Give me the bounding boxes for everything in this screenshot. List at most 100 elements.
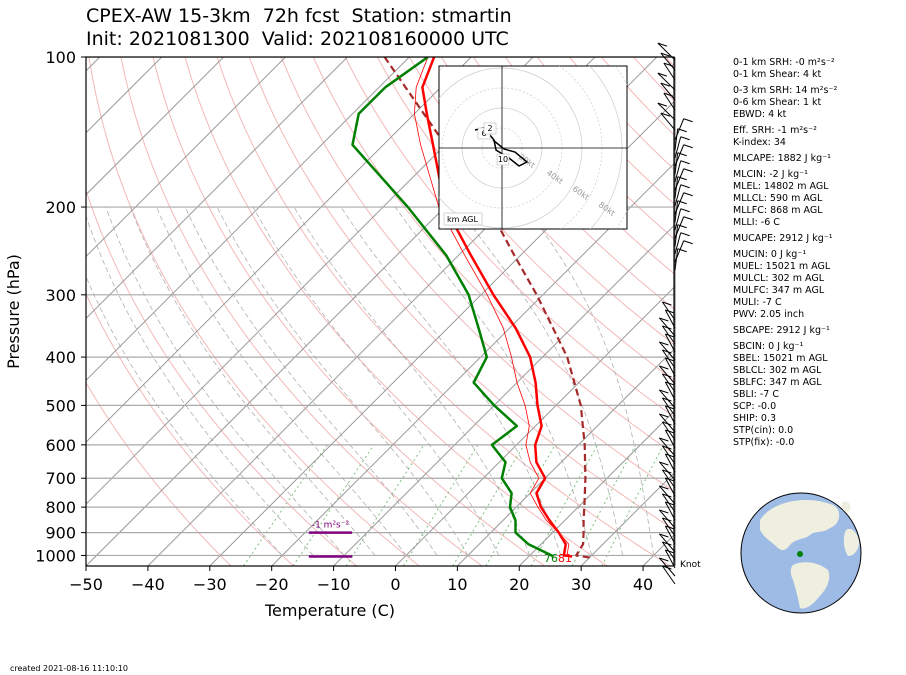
plot-area: -1 m²s⁻² 76 81 <box>86 57 674 566</box>
parameter-item: SHIP: 0.3 <box>733 413 777 424</box>
dry-adiabat <box>472 57 674 275</box>
wind-barb-flag <box>660 82 671 87</box>
dry-adiabat <box>86 381 232 566</box>
parameter-item: EBWD: 4 kt <box>733 109 787 120</box>
wind-barb <box>660 82 676 101</box>
moist-adiabat <box>184 206 438 556</box>
wind-barb-flag <box>683 192 693 197</box>
wind-barb-flag <box>657 72 668 77</box>
parameter-item: SCP: -0.0 <box>733 401 777 412</box>
y-tick-label: 300 <box>45 286 76 305</box>
parameter-item: MULI: -7 C <box>733 297 782 308</box>
y-axis-label: Pressure (hPa) <box>4 254 23 369</box>
wind-barb-flag <box>662 325 672 330</box>
wind-barb <box>660 52 676 71</box>
moist-adiabat <box>216 206 469 556</box>
chart-title-line1: CPEX-AW 15-3km 72h fcst Station: stmarti… <box>86 5 512 27</box>
wind-barb-flag <box>665 549 675 554</box>
isotherm <box>518 410 674 566</box>
wind-barb-flag <box>680 184 690 189</box>
hodograph-footer-box <box>443 212 483 226</box>
wind-barb-flag <box>677 224 687 229</box>
parameter-item: MLCIN: -2 J kg⁻¹ <box>733 169 808 180</box>
surface-dewpoint-label: 76 <box>544 552 558 565</box>
wind-barb <box>659 461 676 481</box>
wind-barb-flag <box>659 533 669 538</box>
parameter-item: SBLFC: 347 m AGL <box>733 377 822 388</box>
parameter-item: 0-3 km SRH: 14 m²s⁻² <box>733 85 838 96</box>
wind-barb <box>659 341 676 361</box>
created-timestamp: created 2021-08-16 11:10:10 <box>10 664 128 673</box>
wind-barb <box>674 152 679 175</box>
hodograph-frame <box>438 65 628 230</box>
parameter-item: STP(cin): 0.0 <box>733 425 794 436</box>
wind-barb-flag <box>680 208 690 213</box>
dry-adiabat <box>152 57 546 566</box>
parameter-list: 0-1 km SRH: -0 m²s⁻² 0-1 km Shear: 4 kt 0-… <box>733 57 837 449</box>
parameter-item: 0-1 km Shear: 4 kt <box>733 69 822 80</box>
wind-barb-flag <box>665 501 675 506</box>
wind-barb <box>674 232 682 255</box>
wind-barb <box>664 333 676 353</box>
dry-adiabat <box>408 57 674 346</box>
x-tick-label: 10 <box>447 575 467 594</box>
wind-barb <box>657 72 676 91</box>
isotherm <box>271 162 674 566</box>
x-tick-label: 40 <box>633 575 653 594</box>
wind-barb-flag <box>680 136 690 141</box>
wind-barb-flag <box>657 42 668 47</box>
moist-adiabat <box>86 214 314 556</box>
dry-adiabat <box>344 57 674 418</box>
wind-barbs <box>657 42 693 585</box>
wind-barb <box>674 184 682 207</box>
wind-barb <box>663 62 676 81</box>
parameter-item: SBLI: -7 C <box>733 389 779 400</box>
wind-barb <box>674 208 682 231</box>
parameter-item: 0-1 km SRH: -0 m²s⁻² <box>733 57 835 68</box>
x-tick-label: −50 <box>69 575 103 594</box>
wind-barb-flag <box>665 477 675 482</box>
parameter-item: K-index: 34 <box>733 137 786 148</box>
wind-barb-flag <box>665 357 675 362</box>
wind-barb-flag <box>660 52 671 57</box>
wind-barb-flag <box>659 413 669 418</box>
wind-barb-flag <box>657 102 668 107</box>
wind-barb-flag <box>662 373 672 378</box>
wind-barb-flag <box>662 421 672 426</box>
wind-barb-flag <box>659 341 669 346</box>
x-tick-label: −20 <box>255 575 289 594</box>
wind-barb-flag <box>665 333 675 338</box>
wind-barb <box>674 224 679 247</box>
globe-south-america <box>790 562 830 609</box>
x-tick-label: 20 <box>509 575 529 594</box>
wind-barb <box>657 102 676 121</box>
wind-barb-flag <box>662 541 672 546</box>
wind-barb <box>674 200 679 223</box>
wind-barb-flag <box>662 469 672 474</box>
wind-barb-flag <box>663 62 674 67</box>
wind-barb-flag <box>662 301 672 306</box>
wind-barb <box>674 248 679 271</box>
globe-africa <box>843 528 859 556</box>
wind-barb-flag <box>683 216 693 221</box>
wind-barb-flag <box>677 176 687 181</box>
wind-barb <box>659 317 676 337</box>
x-tick-label: −30 <box>193 575 227 594</box>
wind-barb <box>674 136 682 159</box>
wind-barb <box>659 365 676 385</box>
wind-barb-flag <box>662 493 672 498</box>
parameter-item: STP(fix): -0.0 <box>733 437 795 448</box>
dry-adiabat <box>440 57 674 310</box>
y-tick-label: 900 <box>45 524 76 543</box>
wind-barb <box>660 112 676 131</box>
wind-barb <box>659 413 676 433</box>
wind-barb <box>664 381 676 401</box>
isotherm <box>86 57 348 320</box>
isotherm <box>86 57 224 196</box>
wind-barb-flag <box>659 485 669 490</box>
wind-barb-flag <box>659 365 669 370</box>
parameter-item: MUCAPE: 2912 J kg⁻¹ <box>733 233 833 244</box>
wind-barb <box>659 533 676 553</box>
wind-barb <box>659 437 676 457</box>
